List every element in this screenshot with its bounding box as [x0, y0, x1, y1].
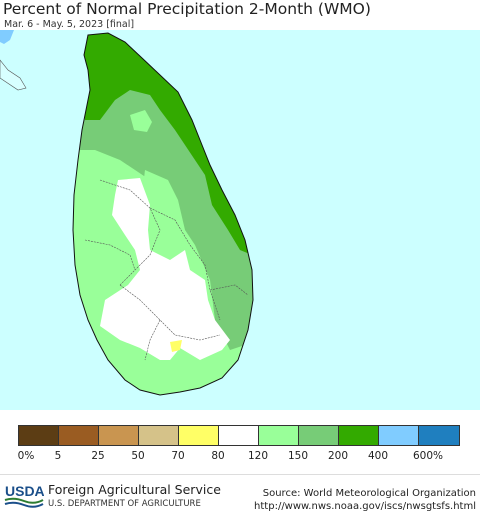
footer-divider [0, 474, 480, 475]
legend-tick: 150 [287, 450, 309, 462]
map-svg [0, 30, 480, 410]
precipitation-map [0, 30, 480, 410]
zone-80-120 [100, 178, 230, 360]
legend-tick: 120 [247, 450, 269, 462]
legend-swatch [179, 426, 219, 445]
legend-tick: 200 [327, 450, 349, 462]
legend-tick: 80 [211, 450, 225, 462]
legend-swatch [59, 426, 99, 445]
island-coastline [72, 32, 254, 396]
legend-tick: 400 [367, 450, 389, 462]
map-date-range: Mar. 6 - May. 5, 2023 [final] [4, 19, 135, 30]
legend-tick: 70 [171, 450, 185, 462]
legend-swatch [19, 426, 59, 445]
usda-logo-text: USDA [5, 483, 44, 499]
map-title: Percent of Normal Precipitation 2-Month … [3, 0, 371, 18]
india-coast-landmass [0, 30, 14, 44]
legend-tick: 25 [91, 450, 105, 462]
legend-tick-labels: 0% 5 25 50 70 80 120 150 200 400 600% [0, 450, 480, 464]
legend-swatch [419, 426, 459, 445]
province-boundaries [84, 179, 249, 361]
legend-swatch [219, 426, 259, 445]
zone-120-150 [130, 110, 152, 132]
zone-120-150 [140, 170, 185, 260]
zone-200-400 [84, 33, 252, 255]
zone-70-80 [170, 340, 182, 352]
legend-swatch [299, 426, 339, 445]
legend-swatch [139, 426, 179, 445]
legend-swatch [259, 426, 299, 445]
island-fill [73, 33, 253, 395]
source-credit: Source: World Meteorological Organizatio… [262, 488, 476, 499]
legend-swatch [379, 426, 419, 445]
usda-logo-swoosh [4, 501, 44, 508]
color-legend [18, 425, 460, 446]
usda-logo-swoosh [4, 497, 44, 504]
legend-tick: 0% [17, 450, 35, 462]
legend-tick: 50 [131, 450, 145, 462]
source-url[interactable]: http://www.nws.noaa.gov/iscs/nwsgtsfs.ht… [254, 501, 476, 512]
india-coast-outline [0, 59, 27, 91]
legend-swatch [99, 426, 139, 445]
agency-name: Foreign Agricultural Service [48, 482, 221, 497]
usda-logo: USDA [4, 483, 44, 508]
legend-tick: 600% [412, 450, 444, 462]
department-name: U.S. DEPARTMENT OF AGRICULTURE [48, 499, 201, 509]
legend-swatch [339, 426, 379, 445]
legend-tick: 5 [54, 450, 62, 462]
